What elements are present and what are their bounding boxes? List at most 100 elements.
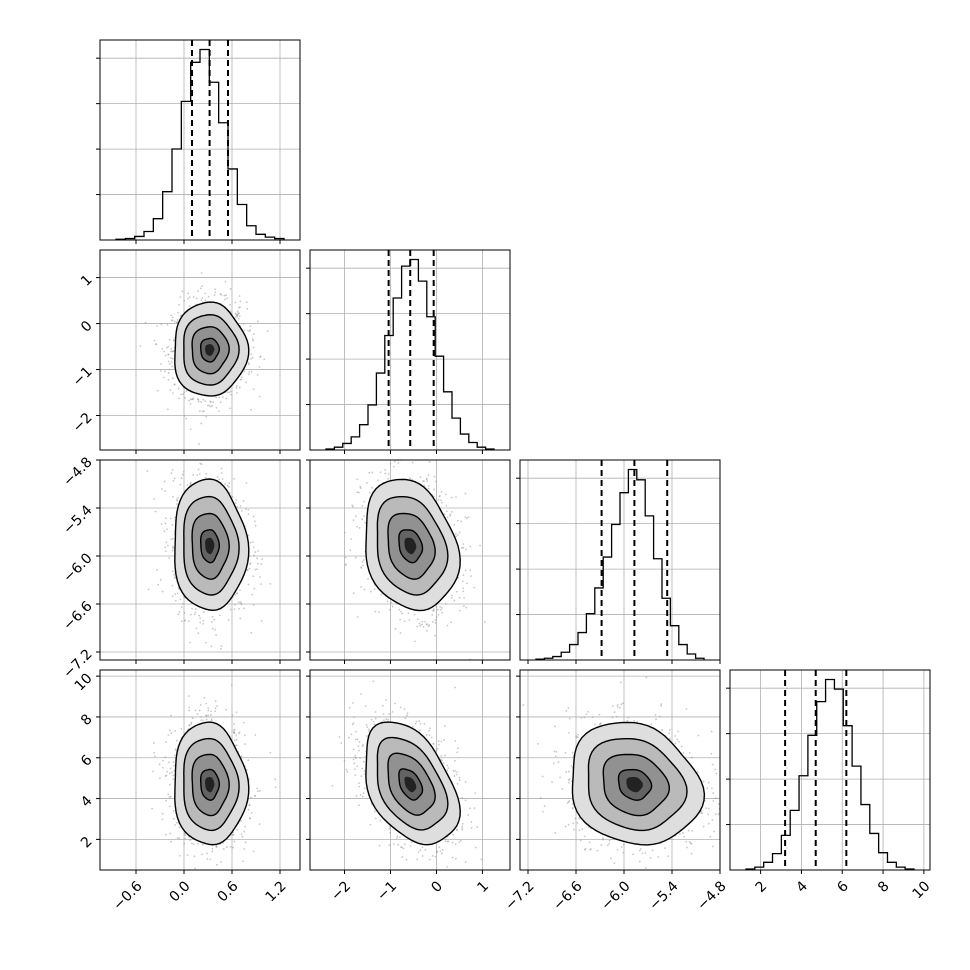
- sample-point: [444, 603, 447, 605]
- sample-point: [228, 486, 230, 488]
- sample-point: [218, 614, 221, 617]
- sample-point: [211, 615, 214, 618]
- sample-point: [462, 574, 465, 577]
- sample-point: [200, 401, 203, 403]
- sample-point: [250, 353, 253, 356]
- sample-point: [439, 605, 442, 608]
- sample-point: [231, 833, 234, 836]
- sample-point: [190, 613, 192, 616]
- sample-point: [380, 439, 382, 441]
- sample-point: [197, 398, 199, 401]
- sample-point: [170, 347, 173, 350]
- sample-point: [432, 609, 434, 612]
- sample-point: [177, 496, 179, 499]
- sample-point: [443, 513, 446, 516]
- sample-point: [176, 498, 178, 501]
- sample-point: [259, 576, 261, 578]
- sample-point: [366, 482, 368, 484]
- sample-point: [479, 544, 481, 547]
- sample-point: [243, 370, 246, 373]
- sample-point: [203, 696, 206, 699]
- sample-point: [433, 475, 436, 478]
- sample-point: [260, 620, 263, 622]
- sample-point: [210, 719, 213, 722]
- sample-point: [215, 406, 218, 409]
- sample-point: [384, 472, 387, 475]
- sample-point: [247, 329, 249, 332]
- sample-point: [175, 739, 178, 742]
- sample-point: [218, 396, 221, 399]
- sample-point: [263, 358, 266, 361]
- sample-point: [172, 425, 174, 427]
- sample-point: [184, 834, 187, 837]
- sample-point: [224, 483, 226, 485]
- sample-point: [181, 603, 184, 605]
- sample-point: [256, 568, 258, 571]
- sample-point: [470, 575, 473, 577]
- panel-contents: [139, 272, 269, 445]
- sample-point: [462, 587, 464, 590]
- sample-point: [180, 620, 183, 623]
- sample-point: [234, 312, 237, 315]
- sample-point: [171, 584, 174, 587]
- sample-point: [211, 621, 213, 623]
- sample-point: [473, 586, 475, 589]
- sample-point: [233, 608, 236, 611]
- sample-point: [239, 300, 242, 303]
- density-peak: [205, 344, 215, 356]
- sample-point: [398, 608, 401, 611]
- sample-point: [161, 347, 164, 350]
- sample-point: [215, 428, 217, 430]
- sample-point: [164, 354, 167, 357]
- sample-point: [186, 484, 189, 486]
- sample-point: [256, 320, 259, 323]
- sample-point: [216, 476, 219, 478]
- sample-point: [224, 298, 226, 301]
- sample-point: [254, 551, 257, 553]
- sample-point: [240, 509, 243, 512]
- sample-point: [238, 458, 240, 460]
- sample-point: [172, 350, 175, 353]
- sample-point: [440, 490, 443, 493]
- sample-point: [229, 303, 232, 306]
- sample-point: [409, 477, 411, 480]
- density-peak: [404, 537, 417, 555]
- sample-point: [171, 595, 174, 597]
- sample-point: [228, 391, 231, 394]
- sample-point: [213, 294, 216, 296]
- sample-point: [188, 695, 190, 697]
- sample-point: [171, 524, 174, 526]
- sample-point: [163, 370, 166, 373]
- sample-point: [214, 628, 216, 631]
- sample-point: [248, 371, 251, 373]
- sample-point: [239, 589, 241, 592]
- sample-point: [250, 408, 252, 411]
- sample-point: [210, 401, 212, 404]
- sample-point: [435, 605, 438, 608]
- sample-point: [243, 607, 245, 610]
- sample-point: [220, 645, 223, 647]
- sample-point: [173, 320, 176, 323]
- sample-point: [351, 504, 354, 507]
- sample-point: [251, 356, 254, 359]
- sample-point: [167, 544, 169, 547]
- sample-point: [419, 624, 422, 627]
- sample-point: [229, 608, 232, 611]
- sample-point: [441, 501, 443, 504]
- sample-point: [425, 629, 428, 632]
- sample-point: [252, 515, 255, 518]
- sample-point: [431, 621, 434, 623]
- sample-point: [201, 297, 204, 299]
- sample-point: [446, 624, 449, 627]
- sample-point: [166, 323, 169, 326]
- sample-point: [247, 513, 250, 515]
- sample-point: [236, 505, 239, 508]
- sample-point: [239, 601, 242, 604]
- sample-point: [352, 505, 354, 508]
- sample-point: [203, 884, 205, 886]
- sample-point: [401, 612, 403, 615]
- sample-point: [207, 295, 210, 298]
- sample-point: [167, 793, 170, 796]
- sample-point: [433, 488, 436, 491]
- contour-line: [200, 337, 220, 363]
